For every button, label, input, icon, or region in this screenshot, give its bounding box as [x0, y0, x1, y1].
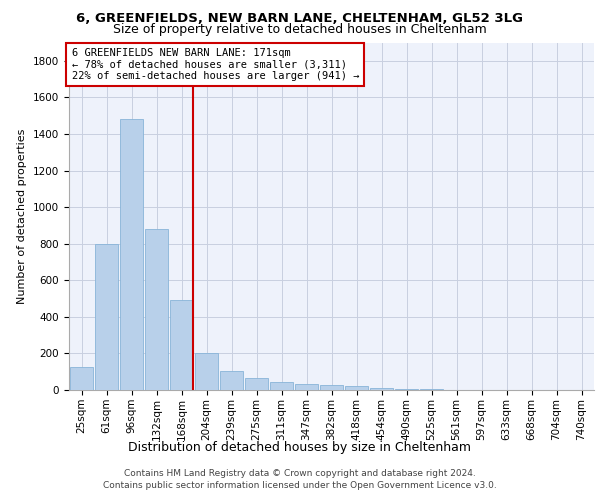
Y-axis label: Number of detached properties: Number of detached properties: [17, 128, 28, 304]
Bar: [195, 352, 218, 390]
Bar: [245, 378, 268, 390]
Text: Distribution of detached houses by size in Cheltenham: Distribution of detached houses by size …: [128, 441, 472, 454]
Bar: [395, 389, 418, 390]
Bar: [345, 386, 368, 390]
Text: Size of property relative to detached houses in Cheltenham: Size of property relative to detached ho…: [113, 22, 487, 36]
Bar: [270, 382, 293, 390]
Text: Contains HM Land Registry data © Crown copyright and database right 2024.: Contains HM Land Registry data © Crown c…: [124, 470, 476, 478]
Bar: [220, 371, 243, 390]
Text: 6, GREENFIELDS, NEW BARN LANE, CHELTENHAM, GL52 3LG: 6, GREENFIELDS, NEW BARN LANE, CHELTENHA…: [77, 12, 523, 26]
Bar: [70, 367, 93, 390]
Bar: [145, 229, 168, 390]
Text: 6 GREENFIELDS NEW BARN LANE: 171sqm
← 78% of detached houses are smaller (3,311): 6 GREENFIELDS NEW BARN LANE: 171sqm ← 78…: [71, 48, 359, 81]
Bar: [295, 384, 318, 390]
Bar: [370, 388, 393, 390]
Bar: [170, 300, 193, 390]
Bar: [120, 120, 143, 390]
Bar: [320, 386, 343, 390]
Bar: [95, 244, 118, 390]
Text: Contains public sector information licensed under the Open Government Licence v3: Contains public sector information licen…: [103, 480, 497, 490]
